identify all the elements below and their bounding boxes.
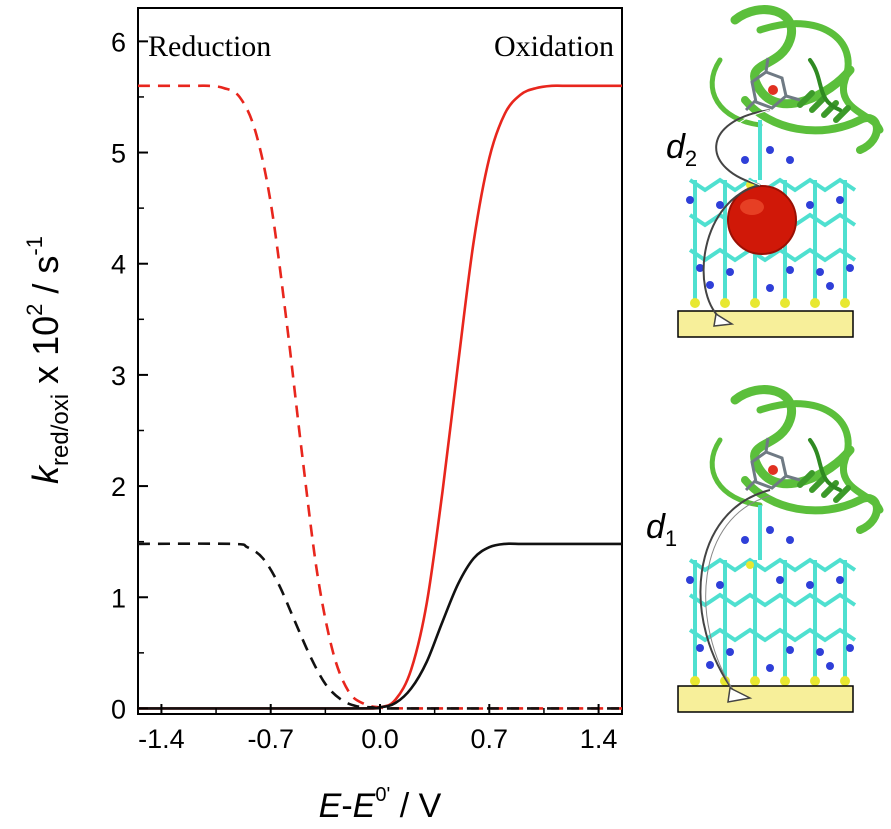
electron-path-arrow-top <box>702 109 771 319</box>
linker-monolayer-icon <box>686 505 857 686</box>
schematic-bottom: d1 <box>646 385 884 713</box>
arrow-head-top <box>713 312 735 327</box>
protein-ribbon-icon <box>709 5 884 154</box>
y-tick-label: 6 <box>111 27 126 57</box>
rate-constant-chart: -1.4 -0.7 0.0 0.7 1.4 0 1 2 3 4 5 6 Reduction Oxid… <box>22 7 623 825</box>
annotation-reduction: Reduction <box>148 30 271 63</box>
x-axis-ticks: -1.4 -0.7 0.0 0.7 1.4 <box>138 704 617 754</box>
y-tick-label: 1 <box>111 583 126 613</box>
distance-label-d2: d2 <box>666 128 697 171</box>
iron-atom-icon <box>768 85 778 95</box>
plot-frame <box>137 7 623 715</box>
nanoparticle-highlight <box>740 199 764 215</box>
x-axis-label: E-E0' / V <box>319 784 442 825</box>
heme-group-icon <box>744 57 801 112</box>
series-line-oxidation-red <box>137 84 622 710</box>
x-tick-label: 1.4 <box>580 724 618 754</box>
iron-atom-icon <box>768 465 778 475</box>
protein-ribbon-icon <box>709 385 884 534</box>
x-tick-label: 0.0 <box>361 724 399 754</box>
heme-group-icon <box>744 437 801 492</box>
y-axis-ticks: 0 1 2 3 4 5 6 <box>111 27 148 724</box>
arrow-head-bottom <box>727 686 753 703</box>
annotation-oxidation: Oxidation <box>494 30 614 63</box>
series-layer <box>137 84 623 710</box>
y-tick-label: 5 <box>111 139 126 169</box>
y-tick-label: 3 <box>111 361 126 391</box>
distance-label-d1: d1 <box>646 508 677 551</box>
series-line-reduction-black <box>137 542 622 710</box>
schematic-top: d2 <box>666 5 884 338</box>
y-tick-label: 2 <box>111 472 126 502</box>
y-axis-label: kred/oxi x 102 / s-1 <box>22 236 74 484</box>
y-tick-label: 0 <box>111 694 126 724</box>
x-tick-label: 0.7 <box>471 724 509 754</box>
x-tick-label: -1.4 <box>138 724 185 754</box>
electron-path-arrow-bottom <box>699 489 771 694</box>
series-line-oxidation-black <box>137 542 622 710</box>
series-line-reduction-red <box>138 84 623 710</box>
x-tick-label: -0.7 <box>247 724 294 754</box>
electrode-bottom-icon <box>677 685 854 713</box>
y-tick-label: 4 <box>111 250 126 280</box>
electrode-top-icon <box>677 310 854 338</box>
nanoparticle-icon <box>727 185 797 255</box>
